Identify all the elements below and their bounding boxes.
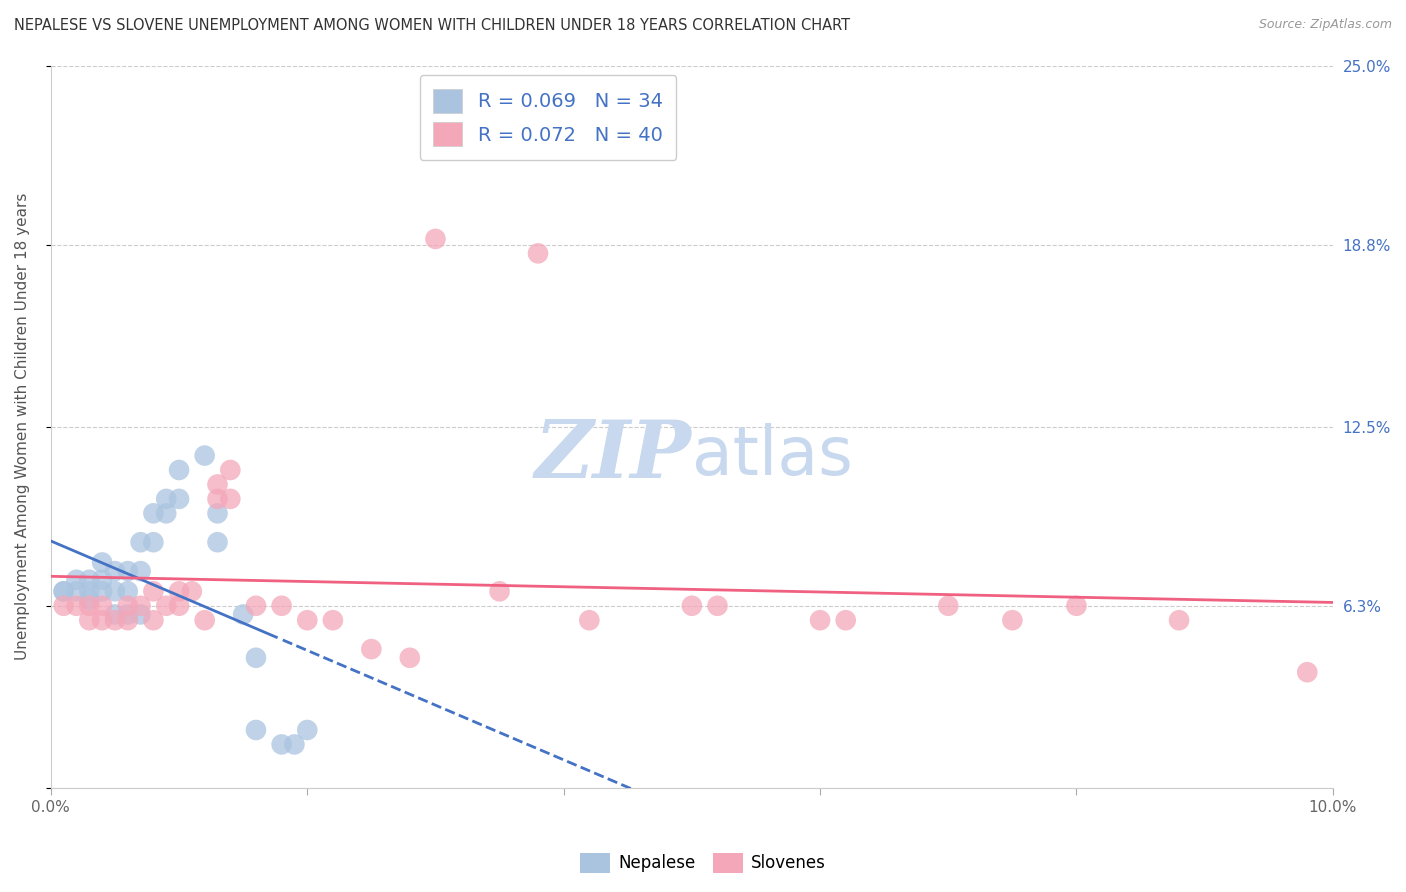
Point [155, 506, 177, 520]
Point [1296, 665, 1319, 680]
Point [142, 535, 165, 549]
Point [297, 613, 319, 627]
Point [297, 723, 319, 737]
Point [219, 491, 242, 506]
Point [79, 593, 101, 607]
Point [155, 491, 177, 506]
Point [398, 650, 420, 665]
Point [142, 613, 165, 627]
Point [52, 599, 75, 613]
Point [104, 584, 127, 599]
Point [180, 584, 202, 599]
Point [1066, 599, 1088, 613]
Point [91, 556, 114, 570]
Point [322, 613, 344, 627]
Point [681, 599, 703, 613]
Legend: R = 0.069   N = 34, R = 0.072   N = 40: R = 0.069 N = 34, R = 0.072 N = 40 [419, 75, 676, 160]
Point [52, 584, 75, 599]
Point [79, 613, 101, 627]
Point [194, 449, 217, 463]
Point [79, 573, 101, 587]
Point [117, 584, 139, 599]
Point [167, 463, 190, 477]
Point [91, 573, 114, 587]
Point [936, 599, 959, 613]
Y-axis label: Unemployment Among Women with Children Under 18 years: Unemployment Among Women with Children U… [15, 193, 30, 660]
Point [129, 607, 152, 622]
Point [527, 246, 550, 260]
Point [207, 491, 229, 506]
Point [104, 613, 127, 627]
Point [91, 599, 114, 613]
Text: atlas: atlas [692, 423, 853, 489]
Point [1168, 613, 1191, 627]
Point [155, 599, 177, 613]
Text: NEPALESE VS SLOVENE UNEMPLOYMENT AMONG WOMEN WITH CHILDREN UNDER 18 YEARS CORREL: NEPALESE VS SLOVENE UNEMPLOYMENT AMONG W… [14, 18, 851, 33]
Point [360, 642, 382, 657]
Point [1001, 613, 1024, 627]
Point [232, 607, 254, 622]
Point [65, 599, 87, 613]
Point [117, 599, 139, 613]
Point [245, 723, 267, 737]
Point [167, 491, 190, 506]
Point [104, 607, 127, 622]
Point [808, 613, 831, 627]
Point [104, 564, 127, 578]
Point [219, 463, 242, 477]
Point [129, 564, 152, 578]
Point [194, 613, 217, 627]
Point [835, 613, 858, 627]
Point [270, 599, 292, 613]
Point [207, 506, 229, 520]
Point [117, 607, 139, 622]
Text: ZIP: ZIP [536, 417, 692, 494]
Point [167, 599, 190, 613]
Point [91, 584, 114, 599]
Point [578, 613, 600, 627]
Point [706, 599, 728, 613]
Point [142, 584, 165, 599]
Point [142, 506, 165, 520]
Point [245, 599, 267, 613]
Point [91, 613, 114, 627]
Point [207, 535, 229, 549]
Point [488, 584, 510, 599]
Point [65, 584, 87, 599]
Point [117, 613, 139, 627]
Text: Source: ZipAtlas.com: Source: ZipAtlas.com [1258, 18, 1392, 31]
Point [79, 599, 101, 613]
Point [79, 584, 101, 599]
Point [283, 738, 305, 752]
Point [117, 564, 139, 578]
Point [425, 232, 447, 246]
Point [65, 573, 87, 587]
Point [129, 599, 152, 613]
Point [167, 584, 190, 599]
Point [270, 738, 292, 752]
Point [52, 584, 75, 599]
Point [207, 477, 229, 491]
Legend: Nepalese, Slovenes: Nepalese, Slovenes [574, 847, 832, 880]
Point [129, 535, 152, 549]
Point [245, 650, 267, 665]
